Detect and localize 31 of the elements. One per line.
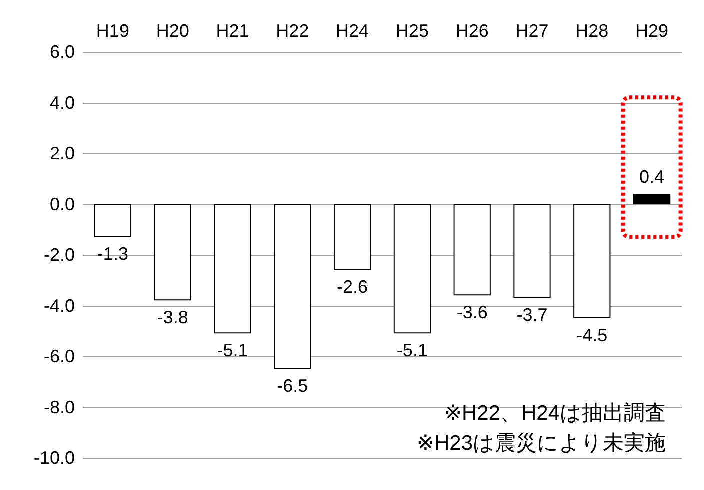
- y-tick-label: -10.0: [34, 448, 75, 468]
- data-label: -1.3: [97, 244, 128, 264]
- data-label: -5.1: [217, 340, 248, 361]
- data-label: -3.8: [157, 308, 188, 328]
- y-tick-label: -8.0: [44, 397, 75, 418]
- x-tick-label: H25: [396, 21, 429, 41]
- data-label: -2.6: [337, 277, 368, 298]
- x-tick-label: H20: [156, 21, 190, 41]
- data-label: -3.7: [516, 305, 548, 326]
- x-tick-label: H19: [96, 21, 130, 41]
- y-tick-label: 2.0: [50, 144, 75, 164]
- data-label: -6.5: [277, 376, 308, 396]
- x-tick-label: H29: [636, 21, 669, 41]
- y-tick-label: -6.0: [44, 346, 75, 366]
- x-tick-label: H24: [336, 21, 370, 41]
- data-label: 0.4: [640, 167, 665, 188]
- y-tick-label: -4.0: [44, 296, 75, 316]
- data-label: -3.6: [456, 302, 488, 323]
- x-tick-label: H21: [216, 21, 250, 41]
- x-tick-label: H28: [576, 21, 609, 41]
- data-label: -4.5: [576, 325, 608, 346]
- y-tick-label: 0.0: [50, 194, 75, 214]
- y-tick-label: -2.0: [44, 245, 75, 265]
- data-label: -5.1: [396, 340, 428, 361]
- x-tick-label: H27: [516, 21, 549, 41]
- y-tick-label: 6.0: [50, 42, 75, 62]
- x-tick-label: H22: [276, 21, 310, 41]
- y-tick-label: 4.0: [50, 92, 75, 113]
- annotation: ※H23は震災により未実施: [416, 432, 666, 455]
- x-tick-label: H26: [456, 21, 489, 41]
- annotation: ※H22、H24は抽出調査: [444, 402, 666, 425]
